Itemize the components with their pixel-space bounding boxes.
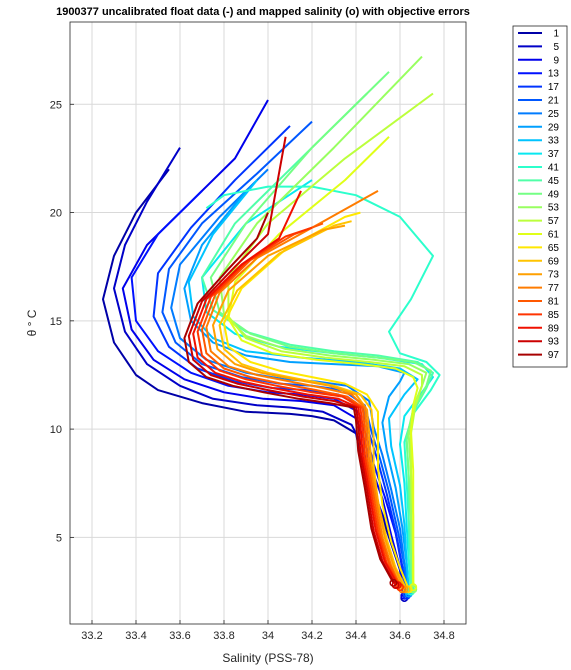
legend-label-77: 77 xyxy=(548,283,560,294)
legend-label-33: 33 xyxy=(548,136,560,147)
legend-label-73: 73 xyxy=(548,270,560,281)
profile-line-73 xyxy=(212,224,406,590)
legend-label-41: 41 xyxy=(548,163,560,174)
x-tick-label: 34.6 xyxy=(389,630,410,642)
x-axis-ticks: 33.2 33.4 33.6 33.8 34 34.2 34.4 34.6 34.8 xyxy=(81,620,455,642)
x-tick-label: 33.4 xyxy=(125,630,146,642)
mapped-salinity-marker-85 xyxy=(396,583,404,592)
profile-line-57 xyxy=(227,92,434,588)
profile-line-49 xyxy=(209,71,432,590)
legend-label-25: 25 xyxy=(548,109,560,120)
legend-label-69: 69 xyxy=(548,256,560,267)
mapped-salinity-marker-93 xyxy=(391,581,400,589)
legend-label-81: 81 xyxy=(548,297,560,308)
mapped-salinity-marker-61 xyxy=(409,583,418,592)
series-lines xyxy=(102,55,441,602)
y-tick-label: 10 xyxy=(50,424,62,436)
legend-label-9: 9 xyxy=(553,55,559,66)
x-tick-label: 33.6 xyxy=(169,630,190,642)
legend-label-13: 13 xyxy=(548,69,560,80)
x-tick-label: 33.2 xyxy=(81,630,102,642)
profile-line-97 xyxy=(183,212,395,584)
legend-label-29: 29 xyxy=(548,122,560,133)
legend-label-85: 85 xyxy=(548,310,560,321)
legend-label-17: 17 xyxy=(548,82,560,93)
x-tick-label: 34.2 xyxy=(301,630,322,642)
y-tick-label: 25 xyxy=(50,99,62,111)
profile-line-93 xyxy=(187,136,397,586)
x-tick-label: 33.8 xyxy=(213,630,234,642)
legend: 1 5 9 13 17 21 25 29 33 37 41 45 49 53 57 61 65 69 73 77 81 8… xyxy=(518,29,560,361)
y-tick-label: 15 xyxy=(50,316,62,328)
profile-line-65 xyxy=(223,211,410,590)
legend-label-5: 5 xyxy=(553,42,559,53)
profile-line-85 xyxy=(196,226,401,588)
legend-box xyxy=(512,25,568,368)
profile-line-81 xyxy=(201,222,401,588)
profile-line-29 xyxy=(183,190,410,594)
y-tick-label: 5 xyxy=(56,532,62,544)
y-tick-label: 20 xyxy=(50,208,62,220)
legend-label-45: 45 xyxy=(548,176,560,187)
profile-line-21 xyxy=(161,120,408,594)
legend-label-53: 53 xyxy=(548,203,560,214)
legend-label-97: 97 xyxy=(548,350,560,361)
legend-label-61: 61 xyxy=(548,230,560,241)
legend-label-37: 37 xyxy=(548,149,560,160)
profile-line-61 xyxy=(227,136,419,588)
x-tick-label: 34.4 xyxy=(345,630,366,642)
legend-label-1: 1 xyxy=(553,29,559,40)
legend-label-89: 89 xyxy=(548,323,560,334)
mapped-salinity-marker-97 xyxy=(389,578,398,587)
legend-label-65: 65 xyxy=(548,243,560,254)
legend-label-57: 57 xyxy=(548,216,560,227)
profile-line-89 xyxy=(192,190,399,586)
profile-line-33 xyxy=(187,179,419,592)
y-axis-ticks: 5 10 15 20 25 xyxy=(50,99,74,544)
legend-label-21: 21 xyxy=(548,96,560,107)
x-tick-label: 34 xyxy=(262,630,274,642)
profile-line-77 xyxy=(205,190,404,590)
legend-label-93: 93 xyxy=(548,337,560,348)
x-axis-label: Salinity (PSS-78) xyxy=(222,651,313,665)
y-axis-label: θ ° C xyxy=(25,309,39,336)
x-tick-label: 34.8 xyxy=(433,630,454,642)
profile-line-13 xyxy=(130,190,408,596)
chart-title: 1900377 uncalibrated float data (-) and … xyxy=(56,6,470,18)
legend-label-49: 49 xyxy=(548,189,560,200)
mapped-salinity-marker-77 xyxy=(398,585,407,594)
